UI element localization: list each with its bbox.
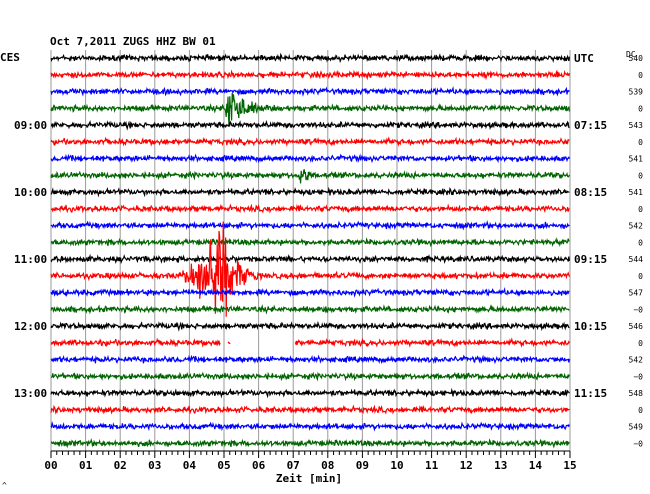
left-hour-label-1: 10:00: [14, 186, 47, 199]
x-tick-label-10: 10: [390, 459, 403, 472]
left-hour-label-4: 13:00: [14, 387, 47, 400]
dc-value-1: 0: [638, 71, 643, 80]
trace-13: [50, 221, 570, 317]
x-axis: 00 01 02 03 04 05 06 07 08 09 10 11 12 13 14 15: [44, 450, 577, 472]
x-tick-label-13: 13: [494, 459, 507, 472]
left-hour-label-3: 12:00: [14, 320, 47, 333]
left-hour-label-2: 11:00: [14, 253, 47, 266]
x-tick-label-11: 11: [425, 459, 439, 472]
x-tick-label-02: 02: [114, 459, 127, 472]
dc-value-2: 539: [629, 88, 644, 97]
trace-1: [50, 69, 570, 81]
right-hour-label-4: 10:15: [574, 320, 607, 333]
x-tick-label-12: 12: [460, 459, 473, 472]
dc-value-0: 540: [629, 54, 644, 63]
right-hour-label-0: UTC: [574, 52, 594, 65]
trace-12: [50, 253, 570, 265]
trace-11: [50, 236, 570, 248]
right-hour-label-1: 07:15: [574, 119, 607, 132]
x-axis-label: Zeit [min]: [276, 472, 342, 485]
x-tick-label-01: 01: [79, 459, 93, 472]
dc-value-8: 541: [629, 188, 644, 197]
right-hour-labels: UTC 07:15 08:15 09:15 10:15 11:15: [574, 52, 607, 400]
dc-value-11: 0: [638, 238, 643, 247]
trace-21: [50, 404, 570, 415]
x-tick-label-00: 00: [44, 459, 57, 472]
trace-10: [50, 220, 570, 231]
trace-4: [50, 119, 570, 131]
dc-value-23: −0: [633, 439, 643, 448]
dc-value-10: 542: [629, 222, 644, 231]
trace-19: [50, 371, 570, 382]
x-tick-label-07: 07: [287, 459, 300, 472]
dc-value-17: 0: [638, 339, 643, 348]
left-hour-labels: 09:00 10:00 11:00 12:00 13:00: [14, 119, 47, 400]
time-grid: [50, 50, 571, 451]
trace-16: [50, 320, 570, 332]
dc-header-label: DC: [626, 50, 636, 59]
x-tick-label-14: 14: [529, 459, 543, 472]
trace-15: [50, 304, 570, 315]
dc-value-20: 548: [629, 389, 644, 398]
x-tick-label-04: 04: [183, 459, 197, 472]
dc-value-13: 0: [638, 272, 643, 281]
right-hour-label-3: 09:15: [574, 253, 607, 266]
x-tick-label-05: 05: [217, 459, 230, 472]
dc-value-9: 0: [638, 205, 643, 214]
chart-title: Oct 7,2011 ZUGS HHZ BW 01: [50, 35, 216, 48]
trace-22: [50, 421, 570, 432]
dc-value-18: 542: [629, 356, 644, 365]
dc-value-6: 541: [629, 155, 644, 164]
trace-20: [50, 387, 570, 399]
right-hour-label-5: 11:15: [574, 387, 607, 400]
dc-value-3: 0: [638, 104, 643, 113]
trace-14: [50, 286, 570, 298]
trace-17: [50, 337, 570, 348]
dc-value-16: 546: [629, 322, 644, 331]
dc-value-15: −0: [633, 305, 643, 314]
footer-mark: ^: [2, 481, 7, 490]
x-tick-label-03: 03: [148, 459, 161, 472]
trace-6: [50, 153, 570, 164]
dc-value-14: 547: [629, 289, 644, 298]
trace-3: [50, 92, 570, 127]
dc-value-7: 0: [638, 171, 643, 180]
x-tick-label-06: 06: [252, 459, 266, 472]
x-tick-label-15: 15: [563, 459, 576, 472]
dc-value-19: −0: [633, 372, 643, 381]
x-tick-label-08: 08: [321, 459, 334, 472]
dc-value-5: 0: [638, 138, 643, 147]
trace-9: [50, 203, 570, 214]
trace-2: [50, 85, 570, 97]
right-hour-label-2: 08:15: [574, 186, 607, 199]
trace-5: [50, 136, 570, 147]
left-timezone-label: CES: [0, 51, 20, 64]
seismic-traces: [50, 52, 570, 449]
dc-value-4: 543: [629, 121, 644, 130]
dc-values: 540 0 539 0 543 0 541 0 541 0 542 0 544 0 547 −0 546 0 542…: [629, 54, 644, 448]
trace-8: [50, 186, 570, 198]
dc-value-21: 0: [638, 406, 643, 415]
x-tick-label-09: 09: [356, 459, 369, 472]
trace-0: [50, 52, 570, 64]
trace-7: [50, 169, 570, 184]
dc-value-12: 544: [629, 255, 644, 264]
dc-value-22: 549: [629, 423, 644, 432]
trace-18: [50, 354, 570, 365]
trace-23: [51, 438, 570, 449]
left-hour-label-0: 09:00: [14, 119, 47, 132]
